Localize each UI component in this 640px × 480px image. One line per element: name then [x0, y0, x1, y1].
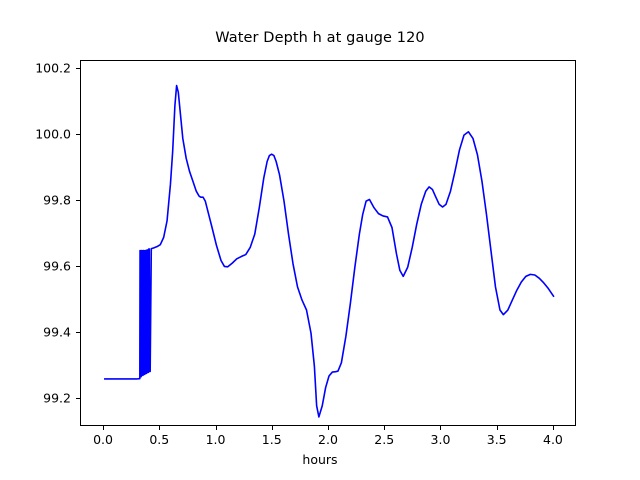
y-tick-mark — [76, 398, 80, 400]
y-tick-mark — [76, 200, 80, 202]
y-tick-label: 99.4 — [43, 324, 71, 340]
y-tick-label: 99.2 — [43, 390, 71, 406]
chart-title: Water Depth h at gauge 120 — [215, 30, 425, 46]
y-tick-mark — [76, 266, 80, 268]
y-axis-tick-labels: 99.2 99.4 99.6 99.8 100.0 100.2 — [0, 0, 71, 480]
x-tick-mark — [384, 426, 386, 430]
y-tick-label: 99.8 — [43, 192, 71, 208]
x-tick-label: 2.5 — [374, 432, 395, 447]
x-tick-mark — [552, 426, 554, 430]
data-series-line — [104, 84, 555, 418]
x-tick-label: 4.0 — [542, 432, 563, 447]
y-tick-mark — [76, 332, 80, 334]
x-tick-label: 0.5 — [149, 432, 170, 447]
x-tick-mark — [103, 426, 105, 430]
plot-area — [80, 60, 576, 426]
x-tick-mark — [159, 426, 161, 430]
x-tick-label: 1.5 — [261, 432, 282, 447]
x-tick-mark — [496, 426, 498, 430]
x-tick-mark — [271, 426, 273, 430]
y-tick-mark — [76, 68, 80, 70]
y-tick-label: 100.2 — [35, 60, 71, 76]
x-tick-mark — [440, 426, 442, 430]
x-tick-label: 3.0 — [430, 432, 451, 447]
x-axis-label: hours — [302, 452, 338, 467]
x-tick-label: 0.0 — [93, 432, 113, 447]
x-tick-mark — [215, 426, 217, 430]
y-tick-label: 99.6 — [43, 258, 71, 274]
x-tick-mark — [328, 426, 329, 430]
x-tick-label: 3.5 — [486, 432, 507, 447]
x-tick-label: 2.0 — [318, 432, 338, 447]
line-plot-svg — [104, 84, 555, 418]
y-tick-label: 100.0 — [35, 126, 71, 142]
y-tick-mark — [76, 134, 80, 136]
x-tick-label: 1.0 — [205, 432, 226, 447]
